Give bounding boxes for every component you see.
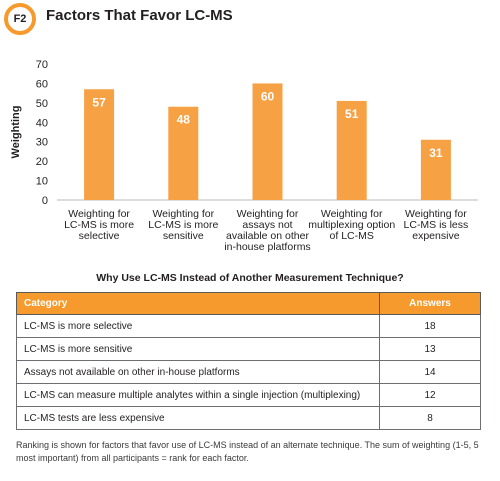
- row-answers: 18: [379, 314, 481, 338]
- row-category: LC-MS is more selective: [16, 314, 380, 338]
- table-row: LC-MS tests are less expensive 8: [16, 406, 481, 430]
- figure-title: Factors That Favor LC-MS: [46, 7, 233, 24]
- bar: [168, 106, 199, 200]
- y-tick-label: 20: [36, 156, 48, 168]
- bar-data-label: 31: [429, 146, 443, 160]
- y-tick-label: 10: [36, 176, 48, 188]
- y-tick-label: 0: [42, 195, 48, 207]
- row-category: Assays not available on other in-house p…: [16, 360, 380, 384]
- column-header-answers: Answers: [379, 292, 481, 315]
- x-category-label: Weighting for LC-MS is more selective: [64, 208, 134, 242]
- table-row: Assays not available on other in-house p…: [16, 360, 481, 384]
- y-tick-label: 60: [36, 78, 48, 90]
- bar-chart: Weighting 0 10 20 30 40 50 60 70 57 Weighting for L…: [10, 59, 478, 253]
- row-answers: 12: [379, 383, 481, 407]
- y-tick-label: 70: [36, 59, 48, 71]
- x-category-label: Weighting for multiplexing option of LC-MS: [308, 208, 395, 242]
- bar-data-label: 60: [261, 89, 275, 103]
- row-category: LC-MS is more sensitive: [16, 337, 380, 361]
- bar: [420, 139, 451, 200]
- table-row: LC-MS is more selective 18: [16, 314, 481, 338]
- x-category-label: Weighting for assays not available on othe…: [224, 208, 310, 253]
- row-answers: 13: [379, 337, 481, 361]
- table-heading: Why Use LC-MS Instead of Another Measure…: [96, 272, 404, 284]
- y-axis-label: Weighting: [10, 106, 22, 159]
- row-category: LC-MS tests are less expensive: [16, 406, 380, 430]
- bar: [336, 100, 367, 200]
- x-category-label: Weighting for LC-MS is less expensive: [404, 208, 469, 242]
- column-header-category: Category: [16, 292, 380, 315]
- bar-data-label: 57: [92, 95, 106, 109]
- factors-table: Category Answers LC-MS is more selective…: [16, 292, 481, 430]
- x-category-label: Weighting for LC-MS is more sensitive: [148, 208, 218, 242]
- y-tick-label: 30: [36, 137, 48, 149]
- bar: [84, 89, 115, 200]
- bar: [252, 83, 283, 200]
- row-answers: 8: [379, 406, 481, 430]
- figure-badge: F2: [4, 3, 36, 35]
- row-category: LC-MS can measure multiple analytes with…: [16, 383, 380, 407]
- row-answers: 14: [379, 360, 481, 384]
- table-header-row: Category Answers: [16, 292, 481, 315]
- y-tick-label: 40: [36, 117, 48, 129]
- bar-data-label: 51: [345, 107, 359, 121]
- bar-data-label: 48: [177, 113, 191, 127]
- table-row: LC-MS is more sensitive 13: [16, 337, 481, 361]
- table-row: LC-MS can measure multiple analytes with…: [16, 383, 481, 407]
- footnote: Ranking is shown for factors that favor …: [16, 440, 479, 463]
- y-tick-label: 50: [36, 98, 48, 110]
